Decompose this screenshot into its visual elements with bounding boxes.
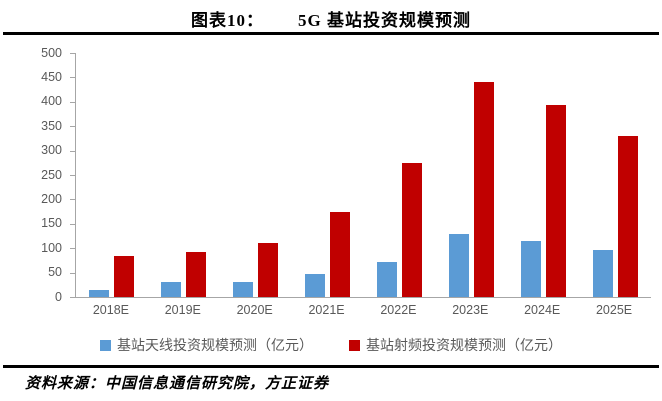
- bar-group-2024E: [507, 53, 579, 297]
- bar-2023E-基站天线投资规模预测（亿元）: [448, 233, 469, 297]
- y-axis-tick: [70, 150, 75, 152]
- legend-swatch-icon: [349, 339, 360, 351]
- y-axis-tick-label: 250: [41, 167, 62, 182]
- y-axis-tick: [70, 126, 75, 128]
- bar-2022E-基站天线投资规模预测（亿元）: [376, 261, 397, 297]
- chart-title-index: 图表10：: [191, 11, 264, 30]
- chart-title: 图表10： 5G 基站投资规模预测: [0, 6, 662, 31]
- y-axis-tick-label: 200: [41, 191, 62, 206]
- y-axis-tick: [70, 77, 75, 79]
- bar-2021E-基站射频投资规模预测（亿元）: [330, 211, 351, 297]
- bar-group-2019E: [148, 53, 220, 297]
- x-axis-label-2024E: 2024E: [524, 303, 561, 317]
- bar-2019E-基站天线投资规模预测（亿元）: [161, 282, 182, 297]
- legend-item: 基站天线投资规模预测（亿元）: [100, 335, 313, 355]
- y-axis-tick: [70, 101, 75, 103]
- bar-chart: 0 50 100 150 200 250 300 350 400 450 500 2018E 2019…: [0, 36, 662, 362]
- y-axis-tick-label: 300: [41, 143, 62, 158]
- chart-title-text: 5G 基站投资规模预测: [298, 11, 471, 30]
- y-axis-tick: [70, 199, 75, 201]
- y-axis-tick: [70, 175, 75, 176]
- legend-label: 基站射频投资规模预测（亿元）: [366, 337, 562, 353]
- bar-2018E-基站天线投资规模预测（亿元）: [89, 289, 110, 297]
- bar-2024E-基站射频投资规模预测（亿元）: [545, 105, 566, 297]
- x-axis-label-2020E: 2020E: [236, 303, 273, 317]
- y-axis-tick: [70, 223, 75, 225]
- legend-swatch-icon: [100, 339, 111, 351]
- bottom-divider: [3, 365, 659, 368]
- bar-group-2025E: [579, 53, 651, 297]
- legend-item: 基站射频投资规模预测（亿元）: [349, 335, 562, 355]
- plot-area: [75, 53, 651, 298]
- bar-2021E-基站天线投资规模预测（亿元）: [305, 274, 326, 297]
- x-axis-label-2019E: 2019E: [164, 303, 201, 317]
- y-axis-tick-label: 50: [48, 265, 62, 280]
- top-divider: [3, 32, 659, 35]
- source-note: 资料来源：中国信息通信研究院，方正证券: [25, 376, 330, 392]
- y-axis-tick-label: 150: [41, 216, 62, 231]
- x-axis-label-2025E: 2025E: [595, 303, 633, 317]
- y-axis-tick-label: 100: [41, 240, 62, 255]
- bar-2020E-基站射频投资规模预测（亿元）: [258, 243, 279, 297]
- y-axis-tick: [70, 53, 75, 54]
- x-axis-label-2018E: 2018E: [92, 303, 130, 317]
- y-axis-tick-label: 500: [41, 45, 62, 60]
- bar-2025E-基站天线投资规模预测（亿元）: [592, 249, 613, 297]
- y-axis-tick-label: 350: [41, 118, 62, 133]
- bar-2020E-基站天线投资规模预测（亿元）: [233, 282, 254, 297]
- bar-2019E-基站射频投资规模预测（亿元）: [186, 251, 207, 297]
- x-axis-labels: 2018E 2019E 2020E 2021E 2022E 2023E 2024E 2025E: [75, 303, 650, 317]
- bar-2025E-基站射频投资规模预测（亿元）: [617, 135, 638, 297]
- y-axis-tick: [70, 297, 75, 298]
- bar-group-2018E: [76, 53, 148, 297]
- y-axis-tick-label: 450: [41, 69, 62, 84]
- bar-2018E-基站射频投资规模预测（亿元）: [114, 255, 135, 297]
- legend-label: 基站天线投资规模预测（亿元）: [117, 337, 313, 353]
- bar-group-2021E: [292, 53, 364, 297]
- bar-group-2020E: [220, 53, 292, 297]
- bar-group-2022E: [364, 53, 436, 297]
- y-axis-tick-label: 0: [55, 289, 62, 304]
- x-axis-label-2023E: 2023E: [452, 303, 489, 317]
- y-axis-tick-label: 400: [41, 94, 62, 109]
- bar-2022E-基站射频投资规模预测（亿元）: [401, 162, 422, 297]
- chart-legend: 基站天线投资规模预测（亿元） 基站射频投资规模预测（亿元）: [0, 335, 662, 355]
- x-axis-label-2021E: 2021E: [308, 303, 345, 317]
- bar-2024E-基站天线投资规模预测（亿元）: [520, 240, 541, 297]
- bar-group-2023E: [435, 53, 507, 297]
- x-axis-label-2022E: 2022E: [380, 303, 417, 317]
- y-axis-tick: [70, 248, 75, 250]
- bar-2023E-基站射频投资规模预测（亿元）: [473, 82, 494, 297]
- y-axis-tick: [70, 272, 75, 274]
